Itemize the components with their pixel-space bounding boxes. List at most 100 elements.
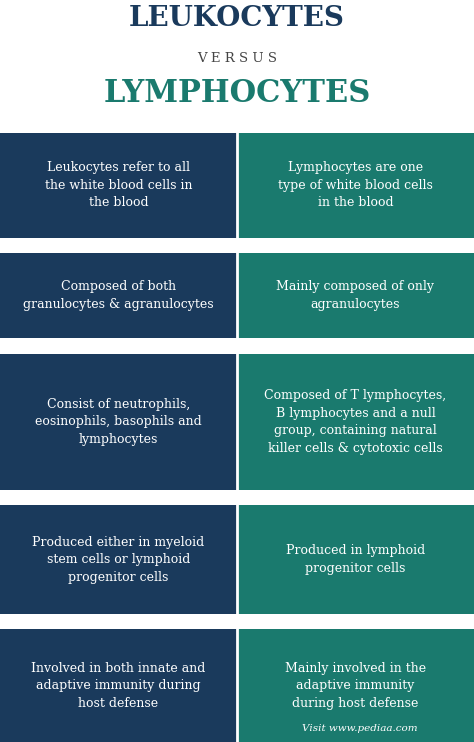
Bar — [448, 495, 456, 500]
Bar — [458, 344, 466, 349]
Bar — [201, 122, 209, 128]
Bar — [169, 344, 177, 349]
Bar — [417, 495, 425, 500]
Bar — [302, 243, 310, 248]
Bar — [281, 495, 289, 500]
Bar — [0, 133, 237, 237]
Bar — [427, 122, 435, 128]
Bar — [281, 243, 289, 248]
Text: Mainly involved in the
adaptive immunity
during host defense: Mainly involved in the adaptive immunity… — [285, 662, 426, 710]
Bar — [271, 243, 279, 248]
Bar — [55, 243, 63, 248]
Bar — [65, 495, 73, 500]
Bar — [86, 122, 94, 128]
Bar — [365, 619, 373, 624]
Bar — [239, 495, 247, 500]
Bar — [159, 243, 167, 248]
Bar — [396, 495, 404, 500]
Bar — [302, 495, 310, 500]
Bar — [323, 122, 331, 128]
Bar — [117, 344, 125, 349]
Bar — [34, 619, 42, 624]
Bar — [2, 243, 10, 248]
Bar — [0, 354, 237, 490]
Bar — [385, 495, 393, 500]
Bar — [180, 243, 188, 248]
Bar — [169, 495, 177, 500]
Bar — [23, 344, 31, 349]
Text: V E R S U S: V E R S U S — [197, 52, 277, 65]
Bar — [55, 495, 63, 500]
Bar — [159, 619, 167, 624]
Bar — [333, 122, 341, 128]
Bar — [117, 619, 125, 624]
Bar — [312, 344, 320, 349]
Text: Lymphocytes are one
type of white blood cells
in the blood: Lymphocytes are one type of white blood … — [278, 161, 433, 209]
Bar — [211, 619, 219, 624]
Bar — [86, 619, 94, 624]
Bar — [221, 243, 229, 248]
Bar — [365, 122, 373, 128]
Bar — [271, 619, 279, 624]
Bar — [159, 122, 167, 128]
Bar — [2, 619, 10, 624]
Bar — [86, 495, 94, 500]
Bar — [190, 243, 198, 248]
Bar — [237, 629, 474, 742]
Text: Produced either in myeloid
stem cells or lymphoid
progenitor cells: Produced either in myeloid stem cells or… — [32, 536, 205, 584]
Bar — [375, 495, 383, 500]
Bar — [138, 243, 146, 248]
Bar — [344, 243, 352, 248]
Bar — [107, 495, 115, 500]
Bar — [239, 344, 247, 349]
Bar — [34, 495, 42, 500]
Text: Consist of neutrophils,
eosinophils, basophils and
lymphocytes: Consist of neutrophils, eosinophils, bas… — [35, 398, 202, 446]
Bar — [260, 344, 268, 349]
Bar — [96, 122, 104, 128]
Text: Composed of both
granulocytes & agranulocytes: Composed of both granulocytes & agranulo… — [23, 280, 214, 311]
Bar — [406, 495, 414, 500]
Bar — [250, 243, 258, 248]
Bar — [438, 495, 446, 500]
Bar — [107, 243, 115, 248]
Bar — [354, 243, 362, 248]
Bar — [117, 243, 125, 248]
Bar — [375, 619, 383, 624]
Bar — [0, 253, 237, 338]
Bar — [250, 495, 258, 500]
Bar — [281, 122, 289, 128]
Bar — [148, 243, 156, 248]
Bar — [86, 243, 94, 248]
Bar — [312, 122, 320, 128]
Bar — [180, 344, 188, 349]
Bar — [0, 505, 237, 614]
Bar — [396, 122, 404, 128]
Bar — [107, 619, 115, 624]
Bar — [250, 344, 258, 349]
Bar — [169, 619, 177, 624]
Bar — [65, 122, 73, 128]
Bar — [365, 495, 373, 500]
Bar — [312, 619, 320, 624]
Bar — [417, 243, 425, 248]
Text: Composed of T lymphocytes,
B lymphocytes and a null
group, containing natural
ki: Composed of T lymphocytes, B lymphocytes… — [264, 389, 447, 455]
Bar — [406, 344, 414, 349]
Bar — [148, 495, 156, 500]
Bar — [260, 122, 268, 128]
Bar — [237, 253, 474, 338]
Bar — [44, 122, 52, 128]
Bar — [148, 122, 156, 128]
Text: Visit www.pediaa.com: Visit www.pediaa.com — [302, 724, 418, 733]
Bar — [169, 243, 177, 248]
Bar — [302, 122, 310, 128]
Bar — [438, 619, 446, 624]
Bar — [385, 344, 393, 349]
Bar — [333, 495, 341, 500]
Bar — [302, 619, 310, 624]
Bar — [354, 122, 362, 128]
Bar — [0, 629, 237, 742]
Bar — [55, 122, 63, 128]
Bar — [406, 243, 414, 248]
Bar — [211, 243, 219, 248]
Bar — [211, 344, 219, 349]
